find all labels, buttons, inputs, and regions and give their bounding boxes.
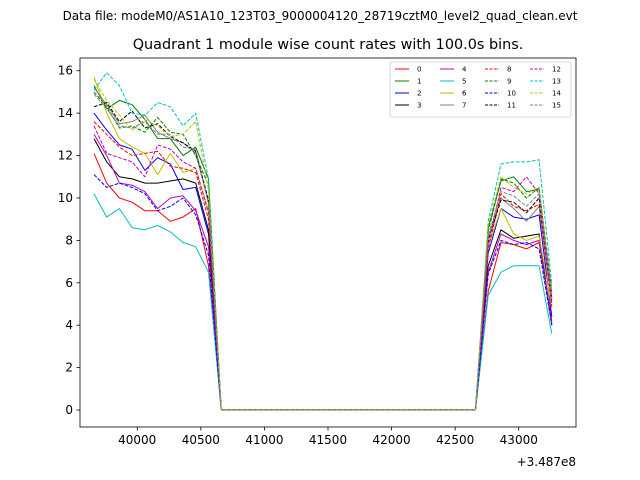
series-line-15 bbox=[93, 93, 553, 411]
y-tick-label: 6 bbox=[65, 276, 73, 290]
x-tick-label: 40000 bbox=[118, 433, 156, 447]
series-line-5 bbox=[93, 193, 553, 411]
y-tick-label: 14 bbox=[58, 106, 73, 120]
legend-label-12: 12 bbox=[552, 66, 561, 74]
plot-area: 40000 40500 41000 41500 42000 42500 43000 0 2 4 6 8… bbox=[58, 57, 577, 447]
legend-label-15: 15 bbox=[552, 102, 561, 110]
legend-label-5: 5 bbox=[462, 78, 466, 86]
legend-label-8: 8 bbox=[507, 66, 511, 74]
x-tick-label: 41000 bbox=[245, 433, 283, 447]
series-group bbox=[93, 72, 553, 411]
legend-box bbox=[389, 61, 572, 118]
legend-label-1: 1 bbox=[417, 78, 421, 86]
legend-label-11: 11 bbox=[507, 102, 516, 110]
y-tick-label: 12 bbox=[58, 149, 73, 163]
chart-title: Quadrant 1 module wise count rates with … bbox=[133, 37, 524, 53]
x-offset-label: +3.487e8 bbox=[517, 455, 576, 469]
legend-label-10: 10 bbox=[507, 90, 516, 98]
legend-label-2: 2 bbox=[417, 90, 421, 98]
legend-label-4: 4 bbox=[462, 66, 467, 74]
legend-label-9: 9 bbox=[507, 78, 511, 86]
x-tick-label: 42500 bbox=[436, 433, 474, 447]
y-tick-label: 10 bbox=[58, 191, 73, 205]
series-line-10 bbox=[93, 174, 553, 411]
legend-label-7: 7 bbox=[462, 102, 466, 110]
x-tick-label: 43000 bbox=[500, 433, 538, 447]
x-tick-label: 42000 bbox=[372, 433, 410, 447]
figure-suptitle: Data file: modeM0/AS1A10_123T03_90000041… bbox=[63, 9, 578, 23]
legend-label-3: 3 bbox=[417, 102, 421, 110]
x-tick-label: 40500 bbox=[182, 433, 220, 447]
y-tick-label: 4 bbox=[65, 318, 73, 332]
x-tick-label: 41500 bbox=[309, 433, 347, 447]
y-tick-label: 8 bbox=[65, 233, 73, 247]
y-tick-label: 0 bbox=[65, 403, 73, 417]
series-line-12 bbox=[93, 125, 553, 411]
legend-label-6: 6 bbox=[462, 90, 467, 98]
y-tick-label: 2 bbox=[65, 361, 73, 375]
legend-label-13: 13 bbox=[552, 78, 561, 86]
legend-label-14: 14 bbox=[552, 90, 561, 98]
legend-label-0: 0 bbox=[417, 66, 421, 74]
y-tick-label: 16 bbox=[58, 64, 73, 78]
